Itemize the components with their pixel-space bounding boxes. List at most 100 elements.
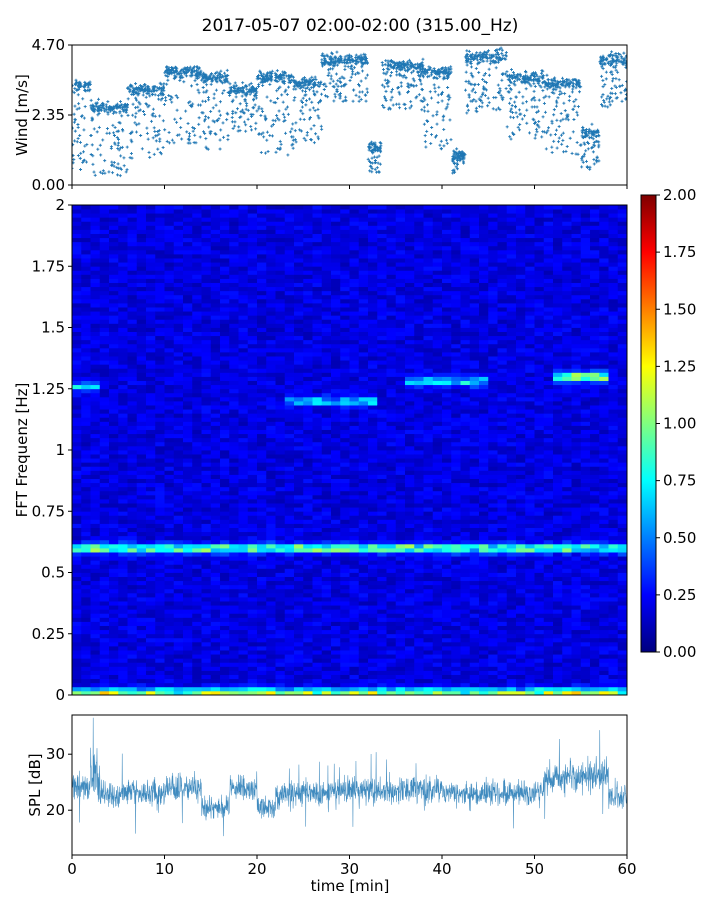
- heatmap-cell: [183, 229, 193, 234]
- wind-point: [73, 129, 77, 133]
- heatmap-cell: [210, 494, 221, 500]
- wind-point: [107, 170, 111, 174]
- heatmap-cell: [210, 213, 221, 218]
- wind-point: [161, 84, 165, 88]
- heatmap-cell: [201, 531, 212, 537]
- heatmap-cell: [164, 213, 175, 218]
- wind-point: [474, 99, 478, 103]
- wind-point: [259, 72, 263, 76]
- wind-point: [360, 65, 364, 69]
- wind-point: [233, 124, 237, 128]
- heatmap-cell: [192, 445, 202, 451]
- wind-point: [168, 98, 172, 102]
- heatmap-cell: [72, 421, 82, 426]
- heatmap-cell: [201, 556, 212, 561]
- wind-point: [572, 100, 576, 104]
- heatmap-cell: [109, 592, 119, 598]
- heatmap-cell: [229, 343, 239, 349]
- heatmap-cell: [127, 384, 138, 390]
- heatmap-cell: [109, 384, 119, 390]
- heatmap-cell: [173, 543, 184, 549]
- heatmap-cell: [183, 417, 193, 422]
- heatmap-cell: [127, 572, 138, 577]
- heatmap-cell: [109, 568, 119, 573]
- wind-point: [225, 68, 229, 72]
- heatmap-cell: [155, 290, 165, 296]
- heatmap-cell: [118, 352, 128, 357]
- wind-point: [148, 89, 152, 93]
- heatmap-cell: [99, 658, 110, 663]
- heatmap-cell: [192, 450, 202, 455]
- heatmap-cell: [118, 327, 128, 332]
- wind-point: [504, 50, 508, 54]
- heatmap-cell: [136, 388, 147, 394]
- wind-point: [335, 50, 339, 54]
- heatmap-cell: [109, 311, 119, 316]
- heatmap-cell: [146, 670, 156, 675]
- heatmap-cell: [81, 225, 91, 230]
- heatmap-cell: [118, 298, 128, 304]
- heatmap-cell: [183, 380, 193, 386]
- wind-point: [76, 136, 80, 140]
- heatmap-cell: [220, 556, 230, 561]
- wind-point: [336, 79, 340, 83]
- wind-point: [601, 79, 605, 83]
- heatmap-cell: [173, 307, 184, 312]
- wind-point: [265, 95, 269, 99]
- wind-point: [130, 93, 134, 97]
- heatmap-cell: [127, 445, 138, 451]
- heatmap-cell: [99, 605, 110, 610]
- heatmap-cell: [210, 384, 221, 390]
- wind-point: [290, 135, 294, 139]
- heatmap-cell: [238, 376, 249, 381]
- heatmap-cell: [210, 294, 221, 300]
- wind-point: [158, 137, 162, 141]
- heatmap-cell: [164, 241, 175, 247]
- wind-point: [552, 113, 556, 117]
- heatmap-cell: [127, 474, 138, 479]
- wind-point: [547, 95, 551, 99]
- heatmap-cell: [136, 258, 147, 263]
- heatmap-cell: [220, 523, 230, 528]
- heatmap-cell: [109, 233, 119, 239]
- heatmap-cell: [229, 417, 239, 422]
- heatmap-cell: [238, 298, 249, 304]
- heatmap-cell: [99, 482, 110, 488]
- heatmap-cell: [192, 388, 202, 394]
- heatmap-cell: [99, 445, 110, 451]
- heatmap-cell: [183, 482, 193, 488]
- heatmap-cell: [146, 290, 156, 296]
- heatmap-cell: [118, 613, 128, 618]
- heatmap-cell: [127, 401, 138, 406]
- heatmap-cell: [210, 241, 221, 247]
- wind-point: [252, 106, 256, 110]
- wind-point: [423, 109, 427, 113]
- heatmap-cell: [183, 290, 193, 296]
- wind-point: [226, 134, 230, 138]
- wind-point: [305, 133, 309, 137]
- wind-point: [294, 121, 298, 125]
- wind-point: [284, 88, 288, 92]
- heatmap-cell: [99, 298, 110, 304]
- wind-point: [274, 150, 278, 154]
- heatmap-cell: [72, 670, 82, 675]
- heatmap-cell: [238, 580, 249, 586]
- heatmap-cell: [99, 474, 110, 479]
- heatmap-cell: [173, 384, 184, 390]
- heatmap-cell: [220, 499, 230, 504]
- heatmap-cell: [164, 450, 175, 455]
- heatmap-cell: [173, 613, 184, 618]
- heatmap-cell: [81, 478, 91, 484]
- heatmap-cell: [192, 466, 202, 471]
- wind-point: [82, 116, 86, 120]
- heatmap-cell: [220, 384, 230, 390]
- heatmap-cell: [109, 678, 119, 684]
- heatmap-cell: [99, 241, 110, 247]
- heatmap-cell: [81, 568, 91, 573]
- heatmap-cell: [136, 494, 147, 500]
- wind-point: [233, 120, 237, 124]
- heatmap-cell: [81, 209, 91, 214]
- heatmap-cell: [201, 401, 212, 406]
- heatmap-cell: [109, 597, 119, 602]
- heatmap-cell: [164, 548, 175, 553]
